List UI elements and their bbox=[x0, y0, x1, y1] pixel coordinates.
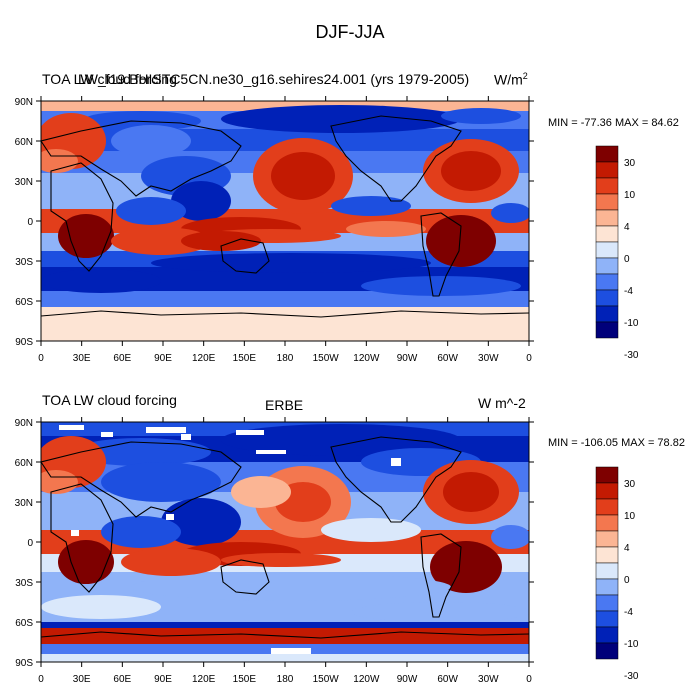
lon-tick-label: 0 bbox=[526, 353, 532, 364]
colorbar-label: 0 bbox=[624, 254, 630, 265]
colorbar-box bbox=[595, 225, 619, 243]
lon-tick-label: 120E bbox=[192, 353, 216, 364]
lon-tick-label: 90E bbox=[154, 674, 172, 685]
panel1-colorbar: 30 10 4 0 -4 -10 -30 bbox=[595, 145, 639, 361]
colorbar-label: 10 bbox=[624, 190, 636, 201]
colorbar-label: 0 bbox=[624, 575, 630, 586]
colorbar-label: -4 bbox=[624, 286, 633, 297]
lon-tick-label: 60E bbox=[113, 674, 131, 685]
lat-tick-label: 0 bbox=[27, 538, 33, 549]
colorbar-label: 4 bbox=[624, 543, 630, 554]
panel1-axes: 90N 60N 30N 0 30S 60S 90S 0 30E 60E 90E 120E 150E 180… bbox=[15, 96, 534, 364]
colorbar-box bbox=[595, 626, 619, 644]
lon-tick-label: 0 bbox=[38, 674, 44, 685]
lon-tick-label: 150W bbox=[313, 674, 340, 685]
colorbar-box bbox=[595, 193, 619, 211]
panel2-minmax: MIN = -106.05 MAX = 78.82 bbox=[548, 437, 685, 449]
colorbar-label: -4 bbox=[624, 607, 633, 618]
colorbar-box bbox=[595, 610, 619, 628]
lon-tick-label: 150E bbox=[233, 353, 257, 364]
colorbar-label: 30 bbox=[624, 479, 636, 490]
colorbar-label: 10 bbox=[624, 511, 636, 522]
lon-tick-label: 60W bbox=[437, 674, 458, 685]
colorbar-box bbox=[595, 530, 619, 548]
lon-tick-label: 60W bbox=[437, 353, 458, 364]
colorbar-label: 4 bbox=[624, 222, 630, 233]
colorbar-box bbox=[595, 562, 619, 580]
lat-tick-label: 30S bbox=[15, 578, 33, 589]
lon-tick-label: 90E bbox=[154, 353, 172, 364]
colorbar-box bbox=[595, 273, 619, 291]
panel2-axes: 90N 60N 30N 0 30S 60S 90S 0 30E 60E 90E 120E 150E 180… bbox=[15, 417, 534, 685]
panel1-units: W/m2 bbox=[494, 71, 528, 88]
panel2-left-title: TOA LW cloud forcing bbox=[42, 392, 177, 408]
colorbar-box bbox=[595, 514, 619, 532]
colorbar-box bbox=[595, 257, 619, 275]
lat-tick-label: 90S bbox=[15, 658, 33, 669]
lat-tick-label: 90S bbox=[15, 337, 33, 348]
colorbar-box bbox=[595, 177, 619, 195]
panel2-center-title: ERBE bbox=[265, 397, 304, 413]
panel2-colorbar: 30 10 4 0 -4 -10 -30 bbox=[595, 466, 639, 682]
lat-tick-label: 60N bbox=[15, 458, 33, 469]
lon-tick-label: 0 bbox=[526, 674, 532, 685]
colorbar-label: 30 bbox=[624, 158, 636, 169]
lat-tick-label: 0 bbox=[27, 217, 33, 228]
colorbar-box bbox=[595, 161, 619, 179]
lat-tick-label: 90N bbox=[15, 418, 33, 429]
colorbar-box bbox=[595, 305, 619, 323]
lon-tick-label: 120E bbox=[192, 674, 216, 685]
panel1-minmax: MIN = -77.36 MAX = 84.62 bbox=[548, 117, 679, 129]
panel1-map bbox=[41, 101, 529, 341]
colorbar-label: -10 bbox=[624, 639, 639, 650]
colorbar-box bbox=[595, 498, 619, 516]
panel1-case-title: LW_f19.BHISTC5CN.ne30_g16.sehires24.001 … bbox=[78, 71, 470, 87]
lat-tick-label: 30N bbox=[15, 177, 33, 188]
lon-tick-label: 180 bbox=[277, 674, 294, 685]
colorbar-box bbox=[595, 642, 619, 660]
panel1-left-title: TOA LW cloud forcing bbox=[42, 71, 177, 87]
colorbar-box bbox=[595, 482, 619, 500]
colorbar-box bbox=[595, 578, 619, 596]
lon-tick-label: 120W bbox=[353, 353, 380, 364]
colorbar-label: -30 bbox=[624, 671, 639, 682]
colorbar-box bbox=[595, 289, 619, 307]
lon-tick-label: 90W bbox=[397, 353, 418, 364]
lon-tick-label: 30W bbox=[478, 353, 499, 364]
colorbar-box bbox=[595, 209, 619, 227]
lon-tick-label: 150W bbox=[313, 353, 340, 364]
lon-tick-label: 0 bbox=[38, 353, 44, 364]
lat-tick-label: 60S bbox=[15, 297, 33, 308]
colorbar-box bbox=[595, 241, 619, 259]
panel2-map bbox=[41, 422, 529, 662]
lat-tick-label: 60S bbox=[15, 618, 33, 629]
lat-tick-label: 60N bbox=[15, 137, 33, 148]
panel2-units: W m^-2 bbox=[478, 395, 526, 411]
colorbar-label: -30 bbox=[624, 350, 639, 361]
lon-tick-label: 180 bbox=[277, 353, 294, 364]
lon-tick-label: 30W bbox=[478, 674, 499, 685]
figure-title: DJF-JJA bbox=[315, 22, 385, 42]
colorbar-label: -10 bbox=[624, 318, 639, 329]
colorbar-box bbox=[595, 145, 619, 163]
lon-tick-label: 90W bbox=[397, 674, 418, 685]
lat-tick-label: 90N bbox=[15, 97, 33, 108]
lat-tick-label: 30N bbox=[15, 498, 33, 509]
lon-tick-label: 60E bbox=[113, 353, 131, 364]
lon-tick-label: 30E bbox=[73, 353, 91, 364]
lon-tick-label: 30E bbox=[73, 674, 91, 685]
lat-tick-label: 30S bbox=[15, 257, 33, 268]
lon-tick-label: 150E bbox=[233, 674, 257, 685]
colorbar-box bbox=[595, 321, 619, 339]
colorbar-box bbox=[595, 594, 619, 612]
lon-tick-label: 120W bbox=[353, 674, 380, 685]
colorbar-box bbox=[595, 546, 619, 564]
colorbar-box bbox=[595, 466, 619, 484]
